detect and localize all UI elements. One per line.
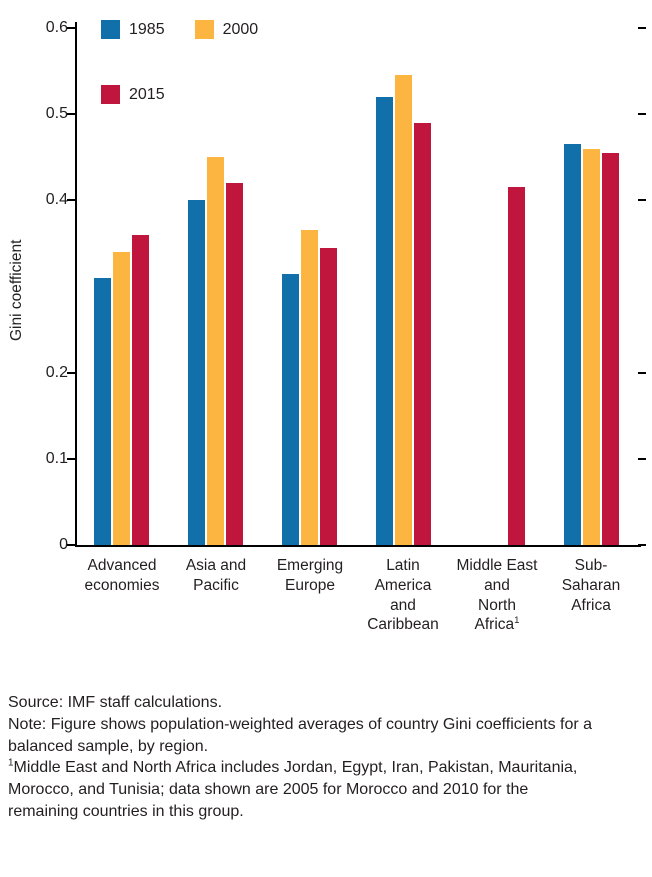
bar-2000-asia-and-pacific bbox=[207, 157, 224, 545]
bar-2000-latin-america-and-caribbean bbox=[395, 75, 412, 545]
legend-item-1985: 1985 bbox=[101, 20, 165, 39]
bar-1985-asia-and-pacific bbox=[188, 200, 205, 545]
bar-2015-latin-america-and-caribbean bbox=[414, 123, 431, 545]
y-tick-label-0.6: 0.6 bbox=[45, 19, 68, 36]
x-label-latin-america-and-caribbean: Latin America and Caribbean bbox=[367, 557, 439, 634]
legend-swatch-1985 bbox=[101, 20, 120, 39]
bar-1985-emerging-europe bbox=[282, 274, 299, 545]
note-line: Note: Figure shows population-weighted a… bbox=[8, 715, 593, 755]
source-line: Source: IMF staff calculations. bbox=[8, 694, 223, 711]
legend-label: 1985 bbox=[129, 20, 165, 38]
legend-swatch-2015 bbox=[101, 85, 120, 104]
legend-label: 2015 bbox=[129, 85, 165, 103]
bar-2015-emerging-europe bbox=[320, 248, 337, 545]
x-label-middle-east-and-north-africa: Middle East and North Africa1 bbox=[456, 557, 538, 634]
x-label-asia-and-pacific: Asia and Pacific bbox=[185, 557, 247, 594]
chart-plot: Gini coefficient 1985 2000 2015 0.6 0.5 0.4 0… bbox=[8, 19, 646, 634]
y-tick-label-0.1: 0.1 bbox=[45, 449, 68, 467]
y-tick-mark-left bbox=[67, 457, 75, 460]
y-tick-mark-right bbox=[638, 371, 646, 374]
x-label-sub-saharan-africa: Sub- Saharan Africa bbox=[561, 557, 621, 614]
y-tick-mark-right bbox=[638, 457, 646, 460]
footnote-marker: 1 bbox=[8, 757, 14, 769]
legend: 1985 2000 2015 bbox=[101, 20, 258, 104]
legend-row: 1985 2000 bbox=[101, 20, 258, 39]
bar-2015-sub-saharan-africa bbox=[602, 153, 619, 545]
y-tick-label-0.4: 0.4 bbox=[45, 191, 68, 209]
y-tick-label-0: 0 bbox=[59, 536, 68, 553]
footer-notes: Source: IMF staff calculations. Note: Fi… bbox=[8, 692, 600, 823]
bar-2015-advanced-economies bbox=[132, 235, 149, 545]
y-tick-label-0.5: 0.5 bbox=[45, 105, 68, 123]
x-label-advanced-economies: Advanced economies bbox=[84, 557, 160, 594]
x-label-emerging-europe: Emerging Europe bbox=[276, 557, 344, 594]
bar-2000-emerging-europe bbox=[301, 230, 318, 545]
y-tick-mark-left bbox=[67, 371, 75, 374]
footnote-line: 1Middle East and North Africa includes J… bbox=[8, 757, 600, 822]
y-tick-label-0.2: 0.2 bbox=[45, 363, 68, 381]
x-axis-line bbox=[75, 545, 641, 547]
bar-2000-sub-saharan-africa bbox=[583, 149, 600, 545]
bar-2000-advanced-economies bbox=[113, 252, 130, 545]
bar-2015-asia-and-pacific bbox=[226, 183, 243, 545]
y-tick-mark-right bbox=[638, 113, 646, 116]
y-tick-mark-left bbox=[67, 27, 75, 29]
x-label-superscript: 1 bbox=[514, 615, 520, 627]
y-tick-mark-right bbox=[638, 27, 646, 29]
bar-1985-sub-saharan-africa bbox=[564, 144, 581, 545]
bar-2015-middle-east-and-north-africa bbox=[508, 187, 525, 545]
legend-swatch-2000 bbox=[194, 20, 214, 39]
y-tick-mark-right bbox=[638, 199, 646, 202]
y-tick-mark-left bbox=[67, 544, 75, 546]
legend-label: 2000 bbox=[222, 20, 259, 38]
bar-1985-advanced-economies bbox=[94, 278, 111, 545]
y-tick-mark-left bbox=[67, 113, 75, 116]
y-tick-mark-right bbox=[638, 544, 646, 546]
legend-item-2015: 2015 bbox=[101, 85, 165, 104]
y-tick-mark-left bbox=[67, 199, 75, 202]
legend-item-2000: 2000 bbox=[194, 20, 259, 39]
y-axis-line bbox=[75, 22, 77, 546]
footnote-text: Middle East and North Africa includes Jo… bbox=[8, 759, 578, 820]
y-axis-title: Gini coefficient bbox=[8, 239, 25, 341]
legend-row: 2015 bbox=[101, 85, 258, 104]
bar-1985-latin-america-and-caribbean bbox=[376, 97, 393, 545]
